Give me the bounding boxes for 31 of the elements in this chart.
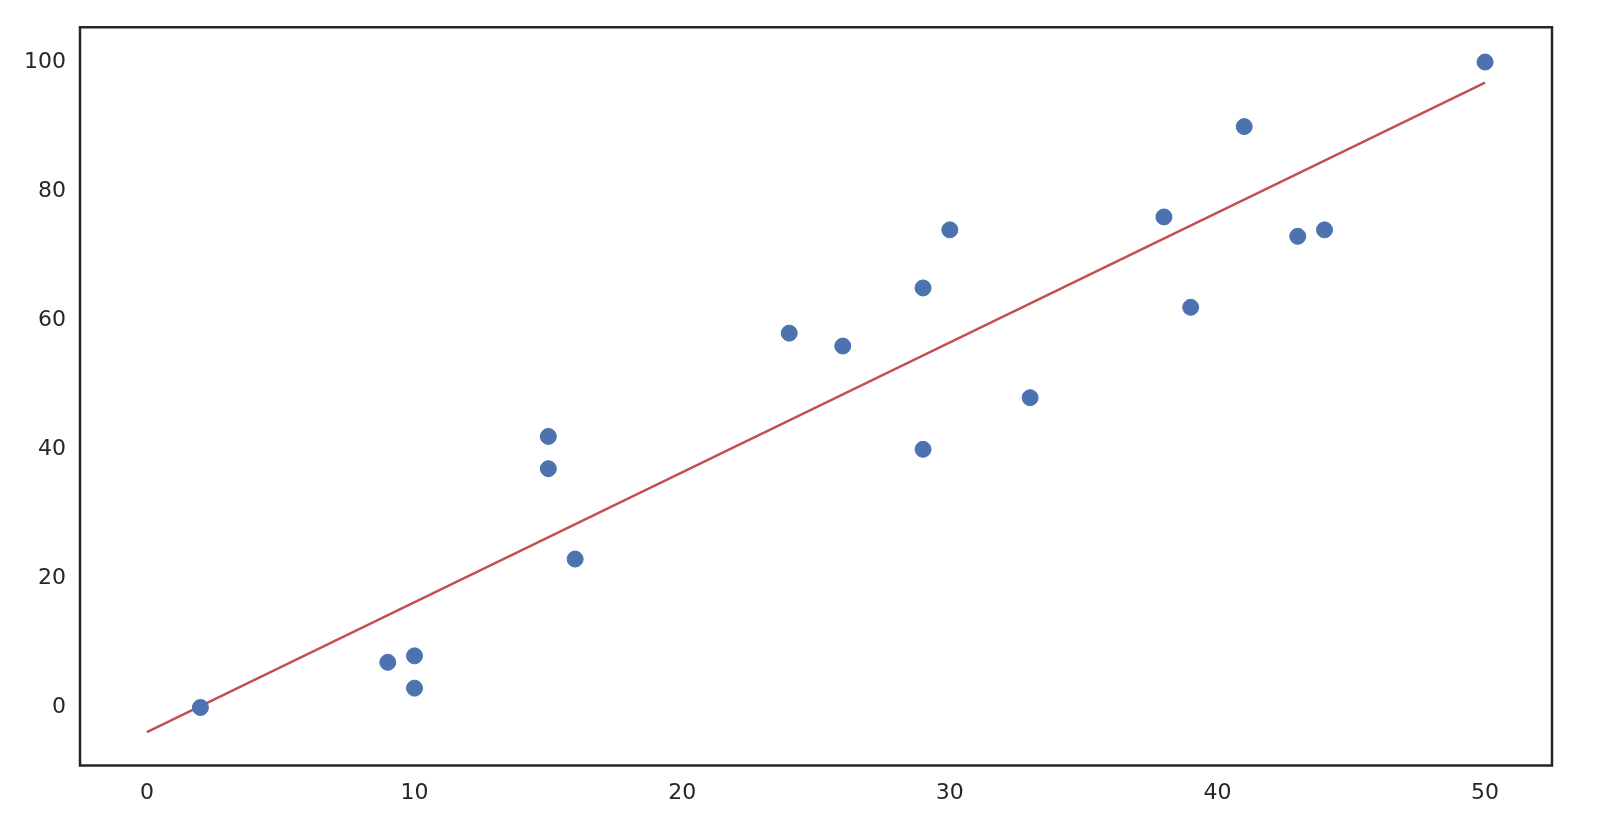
point: [1476, 53, 1494, 71]
point: [1316, 221, 1334, 239]
point: [191, 699, 209, 717]
point: [834, 337, 852, 355]
point: [914, 279, 932, 297]
y-tick-label: 80: [37, 176, 66, 202]
point: [539, 427, 557, 445]
y-tick-label: 20: [37, 564, 66, 590]
y-tick-label: 0: [51, 693, 66, 719]
point: [914, 440, 932, 458]
point: [941, 221, 959, 239]
point: [1182, 298, 1200, 316]
x-tick-label: 50: [1471, 778, 1500, 804]
x-tick-label: 10: [400, 778, 429, 804]
y-tick-label: 100: [23, 47, 66, 73]
point: [1021, 389, 1039, 407]
x-tick-label: 40: [1203, 778, 1232, 804]
x-tick-label: 30: [935, 778, 964, 804]
point: [1289, 227, 1307, 245]
point: [539, 460, 557, 478]
point: [379, 653, 397, 671]
point: [406, 647, 424, 665]
point: [406, 679, 424, 697]
y-tick-label: 60: [37, 305, 66, 331]
x-tick-label: 0: [139, 778, 154, 804]
point: [780, 324, 798, 342]
y-tick-label: 40: [37, 435, 66, 461]
point: [1235, 118, 1253, 136]
point: [566, 550, 584, 568]
point: [1155, 208, 1173, 226]
x-tick-label: 20: [668, 778, 697, 804]
